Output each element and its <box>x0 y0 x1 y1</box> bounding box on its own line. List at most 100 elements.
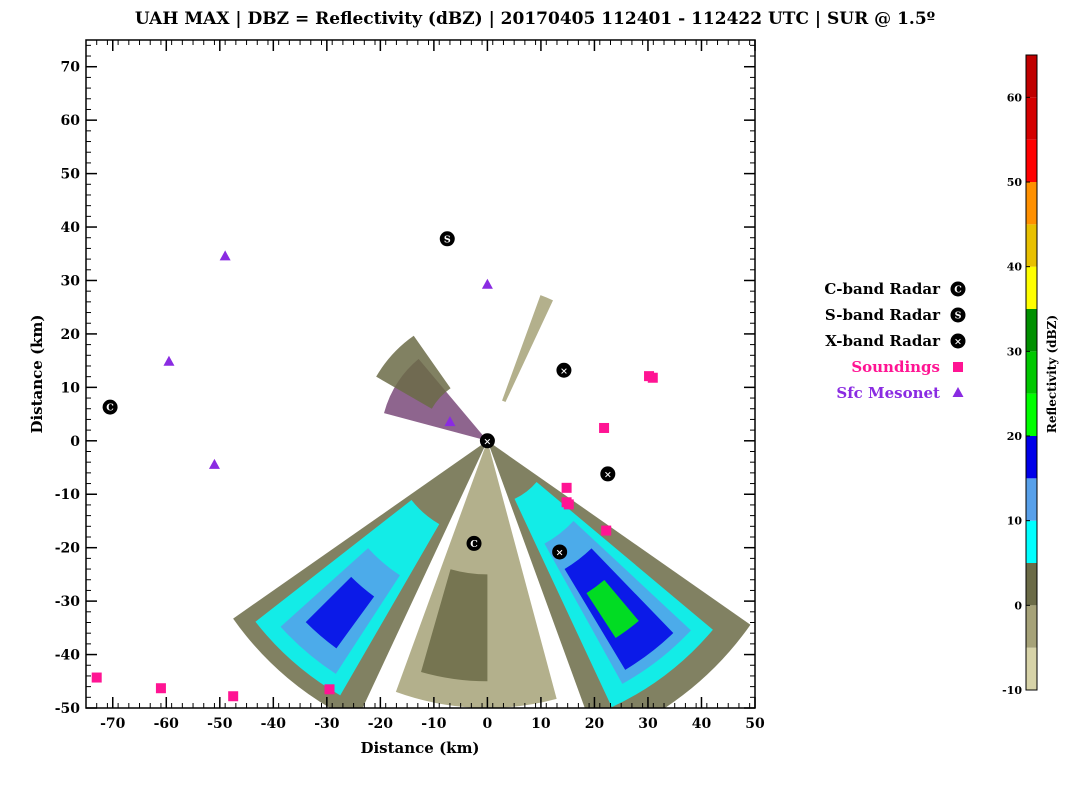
marker-triangle <box>444 416 456 427</box>
colorbar-band <box>1026 55 1037 98</box>
colorbar-band <box>1026 224 1037 267</box>
y-tick-label: -30 <box>55 594 81 610</box>
marker-triangle <box>163 355 175 366</box>
legend-label: X-band Radar <box>825 332 941 350</box>
marker-s-disc <box>439 231 455 247</box>
axes: -70 -60 -50 -40 -30 -20 -10 0 10 20 30 40 50 -50 -40 -3… <box>55 39 765 732</box>
y-tick-label: -20 <box>55 541 81 557</box>
colorbar-band <box>1026 436 1037 479</box>
colorbar-band <box>1026 266 1037 309</box>
marker-c-glyph: C <box>106 403 114 414</box>
marker-x: × <box>479 433 495 449</box>
reflectivity-sector <box>502 295 553 403</box>
y-tick-label: 0 <box>70 434 80 450</box>
marker-x-disc <box>600 466 616 482</box>
legend-symbol <box>952 387 964 397</box>
y-tick-label: -50 <box>55 701 81 717</box>
y-tick-label: -10 <box>55 487 81 503</box>
marker-c: C <box>466 535 482 551</box>
legend-label: Soundings <box>851 358 940 376</box>
marker-x-glyph: × <box>483 436 491 447</box>
x-tick-label: 20 <box>585 716 605 732</box>
legend-label: Sfc Mesonet <box>836 384 940 402</box>
legend-symbol <box>953 362 963 372</box>
colorbar-band <box>1026 393 1037 436</box>
colorbar-band <box>1026 309 1037 352</box>
marker-x-glyph: × <box>556 547 564 558</box>
marker-triangle <box>481 278 493 289</box>
x-tick-label: -10 <box>421 716 447 732</box>
legend-label: C-band Radar <box>824 280 941 298</box>
x-tick-label: 50 <box>745 716 765 732</box>
x-tick-label: -70 <box>100 716 126 732</box>
colorbar-tick-label: 50 <box>1007 176 1023 189</box>
legend-symbol: C <box>950 281 966 297</box>
x-tick-label: -50 <box>207 716 233 732</box>
legend-symbol-disc <box>950 281 966 297</box>
legend-symbol-glyph: S <box>955 311 962 322</box>
marker-x: × <box>556 362 572 378</box>
x-tick-label: 0 <box>483 716 493 732</box>
marker-triangle <box>219 250 231 261</box>
marker-x: × <box>552 544 568 560</box>
x-tick-label: 40 <box>692 716 712 732</box>
y-axis-title: Distance (km) <box>28 314 46 433</box>
plot-frame <box>85 39 756 709</box>
marker-square <box>647 372 658 383</box>
marker-c: C <box>102 399 118 415</box>
colorbar-tick-label: 30 <box>1007 345 1023 358</box>
marker-x-disc <box>479 433 495 449</box>
y-tick-label: 10 <box>61 380 81 396</box>
colorbar-tick-label: -10 <box>1002 684 1022 697</box>
legend-symbol: × <box>950 333 966 349</box>
legend-symbol: S <box>950 307 966 323</box>
colorbar-band <box>1026 351 1037 394</box>
colorbar-label: Reflectivity (dBZ) <box>1045 315 1059 433</box>
colorbar-band <box>1026 647 1037 690</box>
colorbar-band <box>1026 139 1037 182</box>
reflectivity-sector <box>421 569 488 682</box>
y-tick-label: 60 <box>61 113 81 129</box>
marker-c-disc <box>466 535 482 551</box>
legend-symbol-disc <box>950 333 966 349</box>
x-tick-label: -30 <box>314 716 340 732</box>
x-tick-label: 10 <box>531 716 551 732</box>
marker-x-disc <box>556 362 572 378</box>
marker-s: S <box>439 231 455 247</box>
reflectivity-sector <box>586 579 639 639</box>
x-tick-label: -60 <box>154 716 180 732</box>
colorbar-band <box>1026 182 1037 225</box>
marker-c-glyph: C <box>470 539 478 550</box>
colorbar-band <box>1026 478 1037 521</box>
legend-label: S-band Radar <box>825 306 941 324</box>
colorbar-tick-label: 20 <box>1007 430 1023 443</box>
reflectivity-field <box>233 295 751 708</box>
legend-symbol-glyph: C <box>954 285 962 296</box>
marker-square <box>601 525 612 536</box>
colorbar-tick-label: 40 <box>1007 261 1023 274</box>
colorbar-band <box>1026 563 1037 606</box>
y-tick-label: 20 <box>61 327 81 343</box>
colorbar-tick-label: 0 <box>1014 599 1022 612</box>
y-tick-label: -40 <box>55 648 81 664</box>
x-tick-label: 30 <box>638 716 658 732</box>
marker-square <box>324 684 335 695</box>
reflectivity-sector <box>376 335 451 409</box>
marker-square <box>563 499 574 510</box>
colorbar: -10 0 10 20 30 40 50 60 <box>1002 54 1038 697</box>
legend: C-band Radar C S-band Radar S X-band Radar × S… <box>824 280 966 402</box>
marker-square <box>599 422 610 433</box>
marker-x-glyph: × <box>604 469 612 480</box>
colorbar-band <box>1026 97 1037 140</box>
marker-square <box>155 683 166 694</box>
marker-x-glyph: × <box>560 366 568 377</box>
marker-square <box>228 691 239 702</box>
x-axis-title: Distance (km) <box>360 739 479 757</box>
y-tick-label: 40 <box>61 220 81 236</box>
marker-x-disc <box>552 544 568 560</box>
colorbar-band <box>1026 605 1037 648</box>
x-tick-label: -20 <box>368 716 394 732</box>
y-tick-label: 30 <box>61 273 81 289</box>
marker-triangle <box>208 458 220 469</box>
